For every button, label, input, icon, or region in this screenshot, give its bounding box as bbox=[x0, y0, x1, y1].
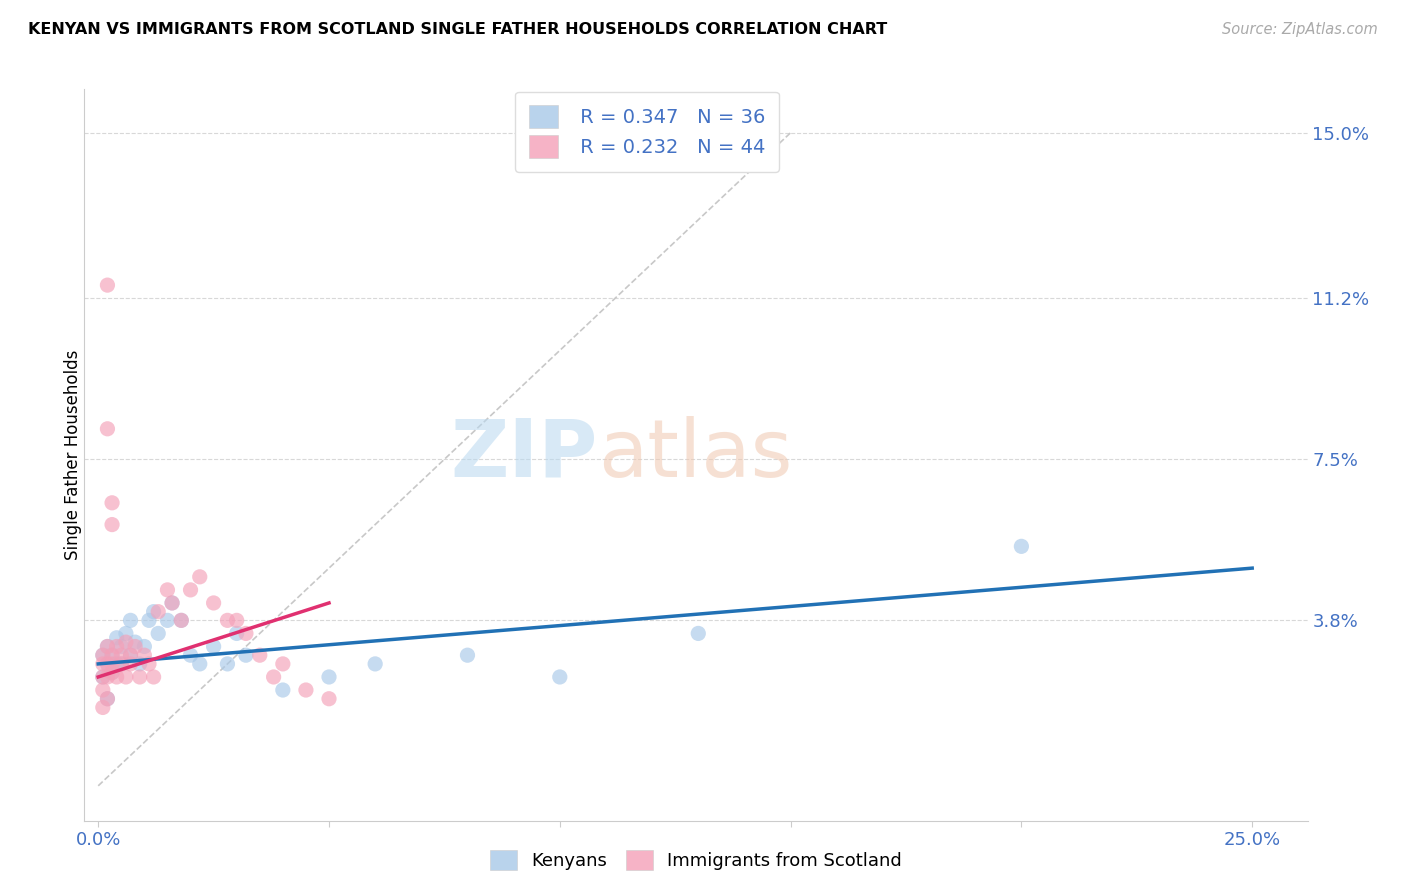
Point bbox=[96, 640, 118, 654]
Point bbox=[138, 657, 160, 671]
Point bbox=[225, 626, 247, 640]
Point bbox=[142, 670, 165, 684]
Point bbox=[101, 665, 124, 680]
Point bbox=[688, 626, 710, 640]
Point bbox=[101, 648, 124, 663]
Point bbox=[202, 596, 225, 610]
Point bbox=[96, 278, 118, 293]
Point bbox=[105, 670, 128, 684]
Point bbox=[91, 683, 114, 698]
Point bbox=[202, 640, 225, 654]
Point bbox=[110, 657, 132, 671]
Point bbox=[235, 648, 257, 663]
Point bbox=[91, 648, 114, 663]
Point bbox=[188, 570, 211, 584]
Point bbox=[180, 582, 202, 597]
Point bbox=[364, 657, 387, 671]
Point bbox=[188, 657, 211, 671]
Point bbox=[96, 422, 118, 436]
Point bbox=[1010, 539, 1032, 553]
Point bbox=[249, 648, 271, 663]
Point bbox=[96, 691, 118, 706]
Point bbox=[91, 670, 114, 684]
Point bbox=[96, 640, 118, 654]
Point bbox=[548, 670, 571, 684]
Point bbox=[115, 626, 138, 640]
Point bbox=[120, 613, 142, 627]
Point bbox=[101, 665, 124, 680]
Point bbox=[156, 582, 179, 597]
Point bbox=[115, 670, 138, 684]
Point bbox=[271, 657, 294, 671]
Point bbox=[110, 640, 132, 654]
Point bbox=[91, 700, 114, 714]
Point bbox=[91, 648, 114, 663]
Text: atlas: atlas bbox=[598, 416, 793, 494]
Point bbox=[138, 613, 160, 627]
Y-axis label: Single Father Households: Single Father Households bbox=[63, 350, 82, 560]
Point bbox=[105, 640, 128, 654]
Point bbox=[170, 613, 193, 627]
Point bbox=[160, 596, 183, 610]
Point bbox=[105, 631, 128, 645]
Point bbox=[101, 496, 124, 510]
Point bbox=[170, 613, 193, 627]
Point bbox=[235, 626, 257, 640]
Point bbox=[101, 517, 124, 532]
Point bbox=[110, 657, 132, 671]
Point bbox=[456, 648, 478, 663]
Point bbox=[142, 605, 165, 619]
Point bbox=[115, 635, 138, 649]
Point bbox=[101, 648, 124, 663]
Point bbox=[295, 683, 318, 698]
Point bbox=[105, 657, 128, 671]
Point bbox=[124, 635, 146, 649]
Point bbox=[128, 670, 150, 684]
Point bbox=[120, 648, 142, 663]
Legend: Kenyans, Immigrants from Scotland: Kenyans, Immigrants from Scotland bbox=[482, 843, 910, 878]
Point bbox=[101, 657, 124, 671]
Point bbox=[217, 657, 239, 671]
Point bbox=[318, 691, 340, 706]
Point bbox=[134, 640, 156, 654]
Point bbox=[96, 657, 118, 671]
Point bbox=[180, 648, 202, 663]
Point bbox=[128, 657, 150, 671]
Point bbox=[134, 648, 156, 663]
Text: Source: ZipAtlas.com: Source: ZipAtlas.com bbox=[1222, 22, 1378, 37]
Point bbox=[148, 626, 170, 640]
Point bbox=[271, 683, 294, 698]
Point bbox=[156, 613, 179, 627]
Point bbox=[124, 640, 146, 654]
Point bbox=[225, 613, 247, 627]
Point bbox=[160, 596, 183, 610]
Text: ZIP: ZIP bbox=[451, 416, 598, 494]
Point bbox=[91, 657, 114, 671]
Point bbox=[318, 670, 340, 684]
Point bbox=[110, 648, 132, 663]
Point bbox=[91, 670, 114, 684]
Point bbox=[120, 657, 142, 671]
Point bbox=[120, 648, 142, 663]
Point bbox=[217, 613, 239, 627]
Point bbox=[263, 670, 285, 684]
Text: KENYAN VS IMMIGRANTS FROM SCOTLAND SINGLE FATHER HOUSEHOLDS CORRELATION CHART: KENYAN VS IMMIGRANTS FROM SCOTLAND SINGL… bbox=[28, 22, 887, 37]
Point bbox=[96, 657, 118, 671]
Point bbox=[96, 670, 118, 684]
Point bbox=[96, 691, 118, 706]
Point bbox=[148, 605, 170, 619]
